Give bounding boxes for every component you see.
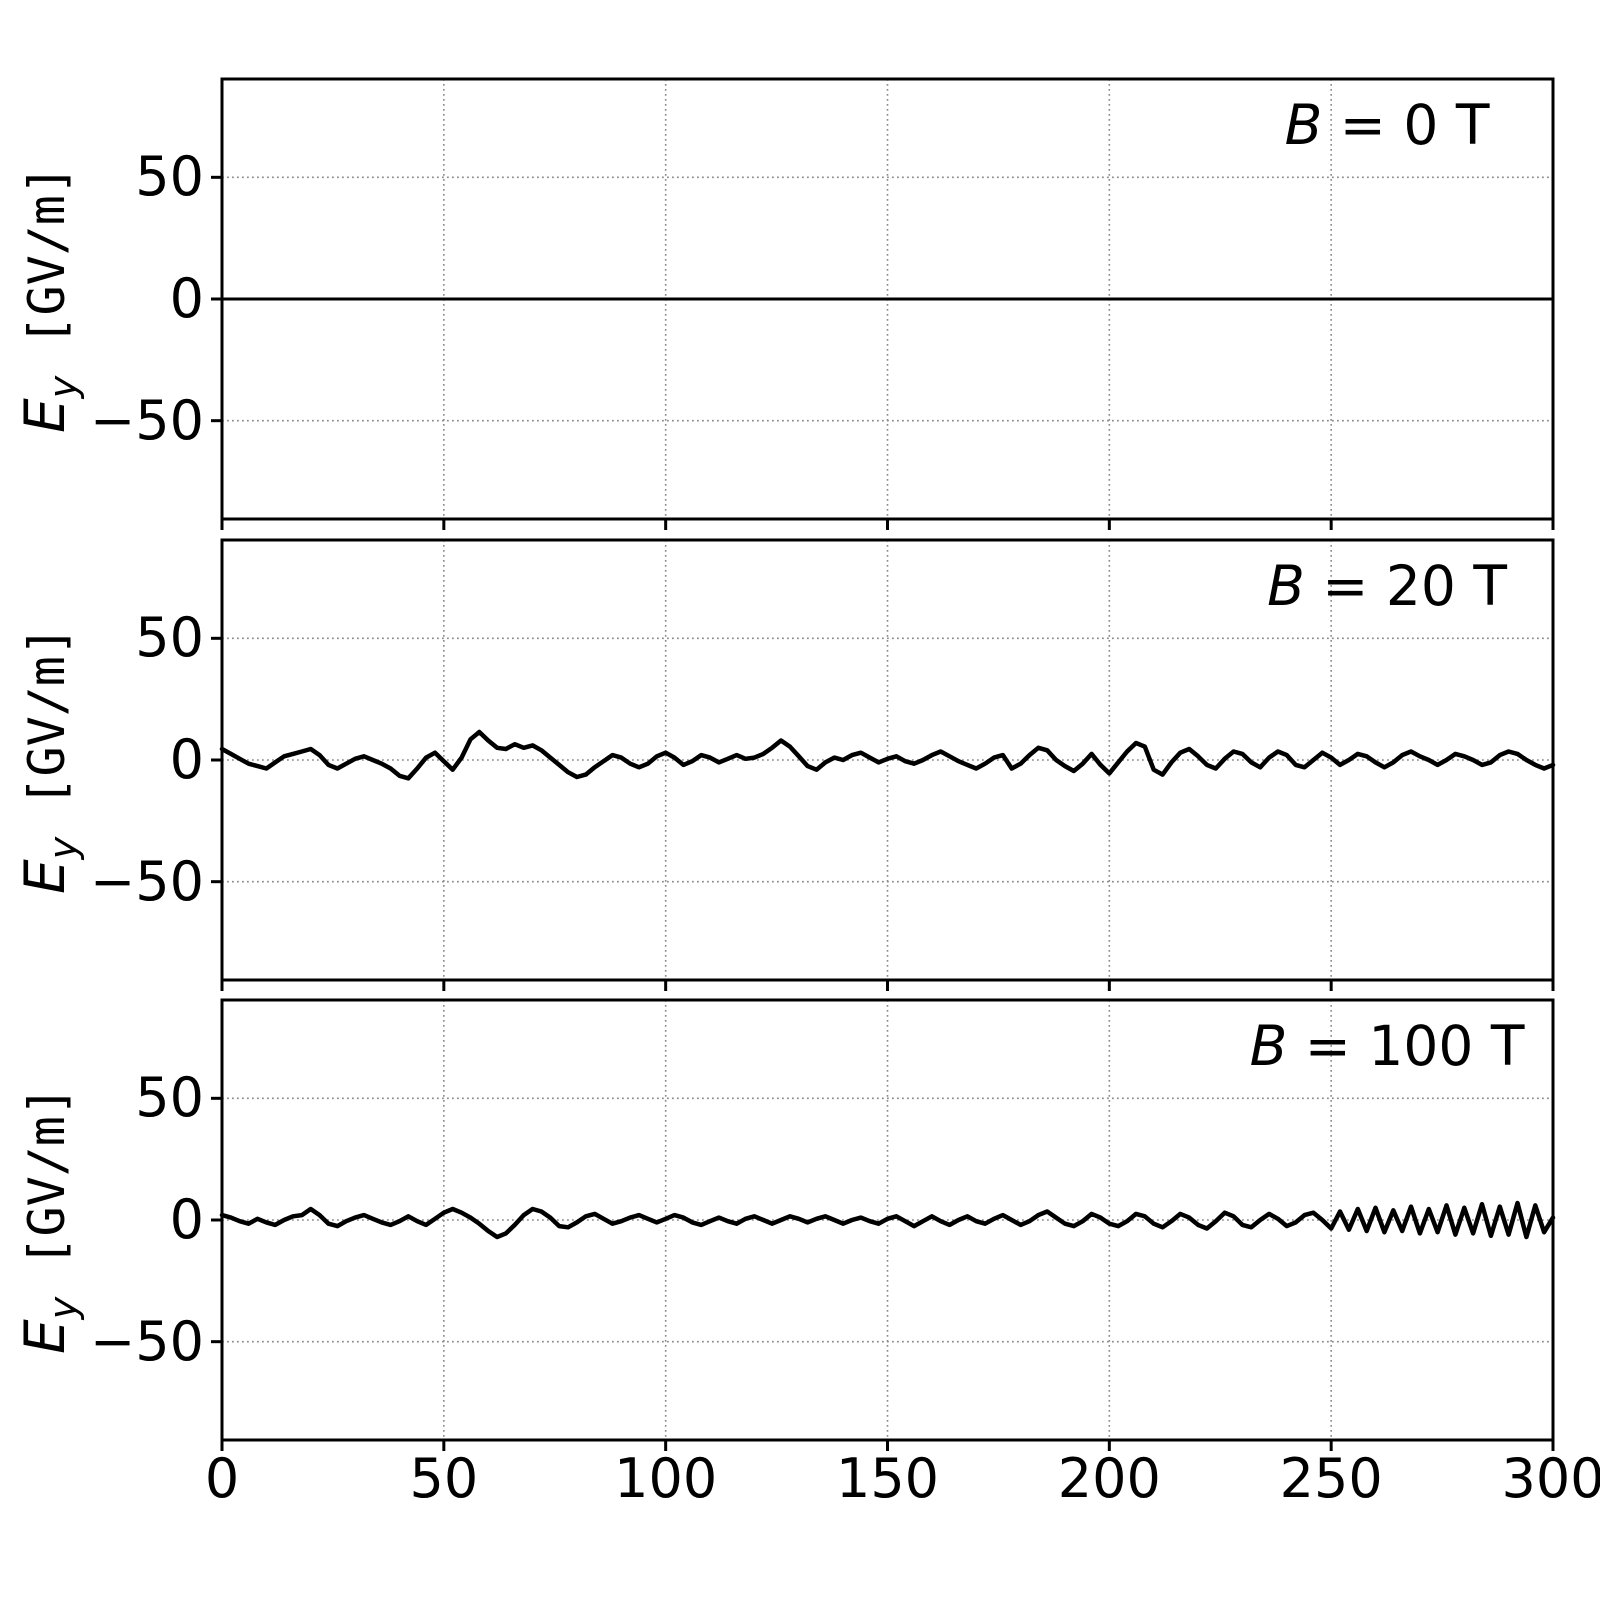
plot-area-b-100t	[211, 998, 1556, 1451]
x-tick-label-50: 50	[409, 1447, 479, 1510]
panel-label-value: = 20 T	[1304, 554, 1507, 618]
y-tick-label-−50: −50	[90, 849, 204, 913]
x-tick-label-300: 300	[1501, 1447, 1600, 1510]
y-axis-label-symbol: E	[13, 1319, 77, 1354]
y-tick-label-50: 50	[135, 1066, 204, 1130]
y-tick-label-−50: −50	[90, 1309, 204, 1373]
panel-label-value: = 0 T	[1322, 93, 1490, 157]
panel-label-value: = 100 T	[1287, 1014, 1525, 1078]
y-axis-label-subscript: y	[41, 836, 85, 860]
panel-b-0t: B = 0 T Ey [GV/m] 50 0 −50	[13, 77, 1555, 530]
panel-label-symbol: B	[1249, 1014, 1288, 1078]
panel-label-b-100t: B = 100 T	[1057, 1016, 1600, 1077]
y-axis-label-symbol: E	[13, 398, 77, 433]
panel-label-symbol: B	[1267, 554, 1305, 618]
x-tick-label-100: 100	[614, 1447, 718, 1510]
y-tick-label-0: 0	[169, 1188, 204, 1251]
data-line-1	[219, 729, 1556, 781]
y-axis-label: Ey [GV/m]	[13, 626, 85, 894]
x-tick-label-0: 0	[204, 1447, 240, 1510]
plot-area-b-20t	[211, 538, 1556, 991]
y-axis-label-symbol: E	[13, 859, 77, 894]
y-axis-label-units: [GV/m]	[18, 626, 76, 837]
axes-spines	[220, 998, 1555, 1442]
panel-label-b-20t: B = 20 T	[1057, 556, 1600, 617]
y-tick-label-50: 50	[135, 606, 204, 670]
y-tick-label-−50: −50	[90, 388, 204, 452]
x-tick-label-150: 150	[835, 1447, 940, 1510]
panel-label-symbol: B	[1284, 93, 1323, 157]
panel-b-20t: B = 20 T Ey [GV/m] 50 0 −50	[13, 538, 1556, 991]
y-axis-label-units: [GV/m]	[18, 165, 76, 376]
y-tick-label-0: 0	[169, 267, 204, 330]
plot-area-b-0t	[211, 77, 1555, 530]
axes-spines	[220, 538, 1555, 982]
y-axis-label: Ey [GV/m]	[13, 1086, 85, 1354]
axes-spines	[220, 77, 1555, 521]
y-axis-label: Ey [GV/m]	[13, 165, 85, 433]
y-tick-label-50: 50	[135, 145, 204, 209]
y-axis-label-subscript: y	[41, 1296, 85, 1320]
y-tick-label-0: 0	[169, 728, 204, 791]
x-tick-label-250: 250	[1279, 1447, 1383, 1510]
panel-label-b-0t: B = 0 T	[1057, 95, 1600, 156]
y-axis-label-subscript: y	[41, 375, 85, 399]
x-tick-label-200: 200	[1057, 1447, 1161, 1510]
panel-b-100t: B = 100 T Ey [GV/m] 50 0 −50	[13, 998, 1556, 1451]
y-axis-label-units: [GV/m]	[18, 1086, 76, 1297]
data-line-2	[219, 1200, 1556, 1240]
